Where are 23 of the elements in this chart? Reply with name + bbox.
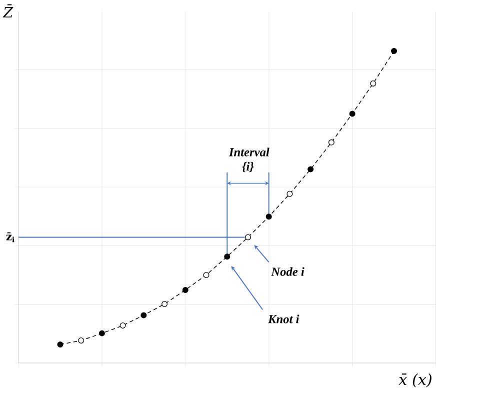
point — [391, 48, 398, 54]
x-axis-title: x̄ (x) — [398, 373, 432, 388]
point — [203, 272, 210, 278]
annotation: Knot i — [268, 314, 300, 324]
annotation: Interval {i} — [228, 148, 270, 172]
point — [308, 166, 314, 172]
point — [57, 341, 64, 348]
point — [120, 322, 126, 328]
annotation: Node i — [271, 267, 304, 276]
point — [349, 110, 356, 117]
point — [370, 80, 376, 86]
point — [78, 337, 84, 344]
point — [182, 286, 188, 293]
text: z̄$_{i}$ — [6, 232, 14, 242]
point — [140, 312, 147, 318]
y-axis-title: Z̄ — [2, 4, 14, 18]
point — [286, 190, 293, 197]
point — [244, 234, 251, 240]
point — [224, 254, 230, 260]
point — [98, 330, 105, 336]
point — [266, 214, 272, 220]
point — [162, 300, 168, 307]
point — [328, 139, 334, 146]
